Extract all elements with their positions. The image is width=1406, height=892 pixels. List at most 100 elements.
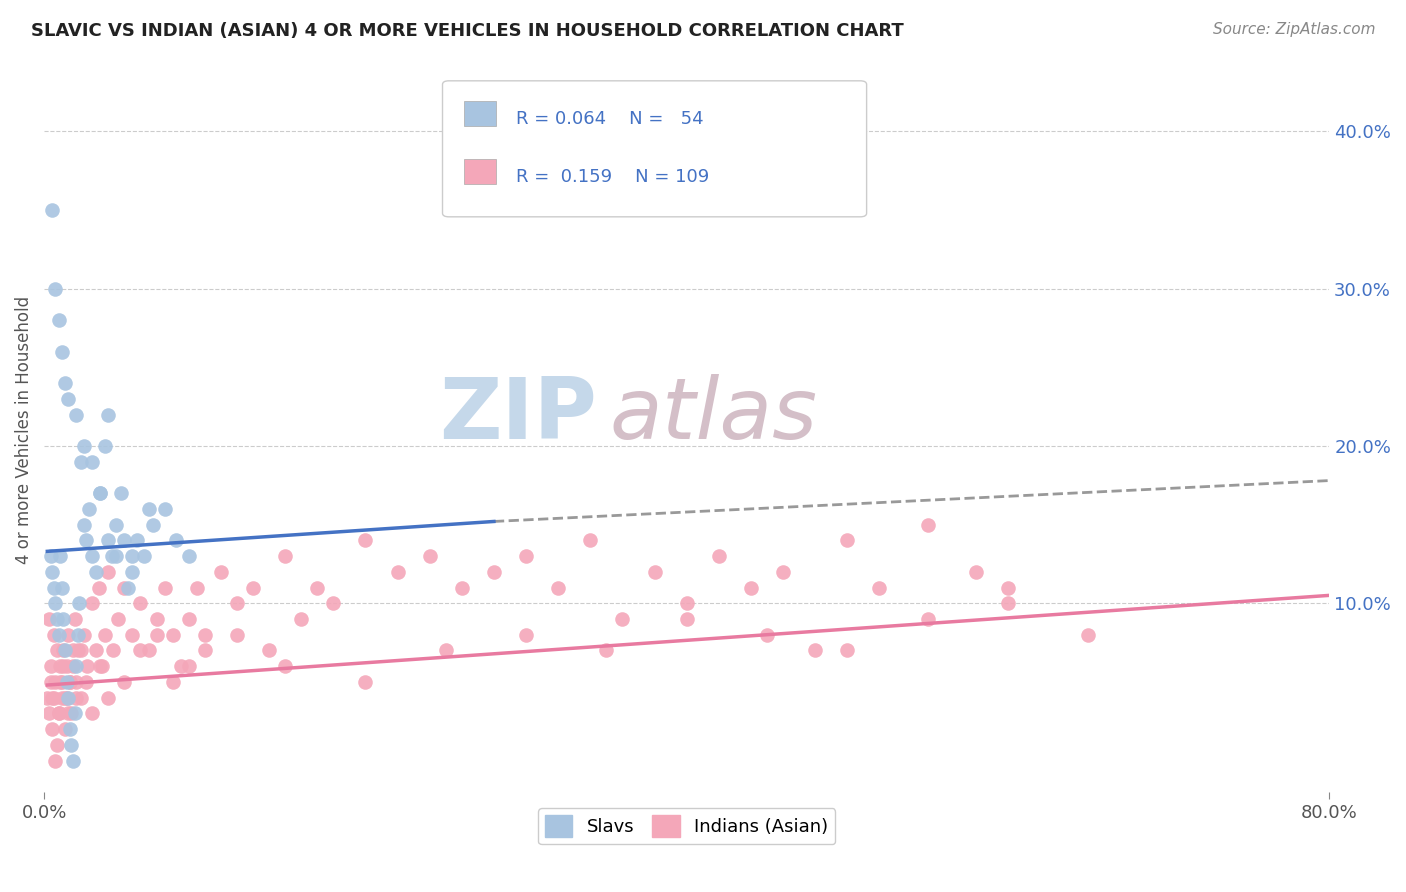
Point xyxy=(51,581,73,595)
Point xyxy=(121,628,143,642)
Point xyxy=(89,486,111,500)
Point xyxy=(274,549,297,563)
Point xyxy=(274,659,297,673)
Point xyxy=(66,643,89,657)
Point xyxy=(917,612,939,626)
Point xyxy=(675,612,697,626)
Point xyxy=(60,738,83,752)
Point xyxy=(52,612,75,626)
Text: R =  0.159    N = 109: R = 0.159 N = 109 xyxy=(516,168,709,186)
Point xyxy=(42,581,65,595)
Point xyxy=(66,628,89,642)
Point xyxy=(48,313,70,327)
Point xyxy=(46,643,69,657)
Point xyxy=(145,612,167,626)
Point xyxy=(65,659,87,673)
Point xyxy=(44,674,66,689)
Point xyxy=(138,501,160,516)
Point xyxy=(644,565,666,579)
Point xyxy=(100,549,122,563)
Point xyxy=(110,486,132,500)
Point xyxy=(84,565,107,579)
Point xyxy=(675,596,697,610)
Point xyxy=(73,517,96,532)
Point xyxy=(73,628,96,642)
Point xyxy=(82,596,104,610)
Point xyxy=(515,549,537,563)
Point xyxy=(105,549,128,563)
Point xyxy=(419,549,441,563)
Point xyxy=(997,596,1019,610)
Point xyxy=(837,643,859,657)
Point xyxy=(121,565,143,579)
Point xyxy=(44,282,66,296)
Point xyxy=(114,533,136,548)
Text: ZIP: ZIP xyxy=(439,375,596,458)
Point xyxy=(772,565,794,579)
Point xyxy=(84,643,107,657)
Point xyxy=(756,628,779,642)
Point xyxy=(114,581,136,595)
Point xyxy=(515,628,537,642)
Point xyxy=(59,674,82,689)
Point xyxy=(579,533,602,548)
Point xyxy=(69,596,91,610)
FancyBboxPatch shape xyxy=(464,159,496,185)
Point xyxy=(49,549,72,563)
Point xyxy=(129,596,152,610)
Point xyxy=(55,659,77,673)
Point xyxy=(97,690,120,705)
Y-axis label: 4 or more Vehicles in Household: 4 or more Vehicles in Household xyxy=(15,296,32,565)
Point xyxy=(44,754,66,768)
Point xyxy=(53,690,76,705)
Point xyxy=(48,706,70,721)
Point xyxy=(145,628,167,642)
Point xyxy=(186,581,208,595)
Point xyxy=(38,612,60,626)
Point xyxy=(39,549,62,563)
Point xyxy=(387,565,409,579)
Point xyxy=(1077,628,1099,642)
Text: SLAVIC VS INDIAN (ASIAN) 4 OR MORE VEHICLES IN HOUSEHOLD CORRELATION CHART: SLAVIC VS INDIAN (ASIAN) 4 OR MORE VEHIC… xyxy=(31,22,904,40)
Point xyxy=(44,596,66,610)
Point xyxy=(59,674,82,689)
Point xyxy=(76,659,98,673)
Point xyxy=(39,674,62,689)
FancyBboxPatch shape xyxy=(443,81,866,217)
Point xyxy=(169,659,191,673)
Point xyxy=(70,643,93,657)
Point xyxy=(225,596,247,610)
Point xyxy=(41,202,63,217)
Point xyxy=(94,439,117,453)
Point xyxy=(53,643,76,657)
Point xyxy=(322,596,344,610)
Point xyxy=(450,581,472,595)
Point xyxy=(837,533,859,548)
Point xyxy=(62,659,84,673)
Point xyxy=(70,690,93,705)
Point xyxy=(482,565,505,579)
Point xyxy=(46,738,69,752)
Point xyxy=(51,344,73,359)
Point xyxy=(354,674,377,689)
Point xyxy=(87,581,110,595)
Point xyxy=(121,549,143,563)
Point xyxy=(97,533,120,548)
Point xyxy=(58,392,80,406)
Point xyxy=(307,581,329,595)
Point xyxy=(595,643,617,657)
Point xyxy=(94,628,117,642)
Point xyxy=(42,628,65,642)
Point xyxy=(53,376,76,390)
Point xyxy=(55,690,77,705)
Point xyxy=(82,706,104,721)
Point xyxy=(917,517,939,532)
Point xyxy=(97,408,120,422)
Point xyxy=(194,643,217,657)
Point xyxy=(177,549,200,563)
Point xyxy=(114,674,136,689)
Point xyxy=(997,581,1019,595)
Point xyxy=(52,643,75,657)
Point xyxy=(38,706,60,721)
Point xyxy=(127,533,149,548)
